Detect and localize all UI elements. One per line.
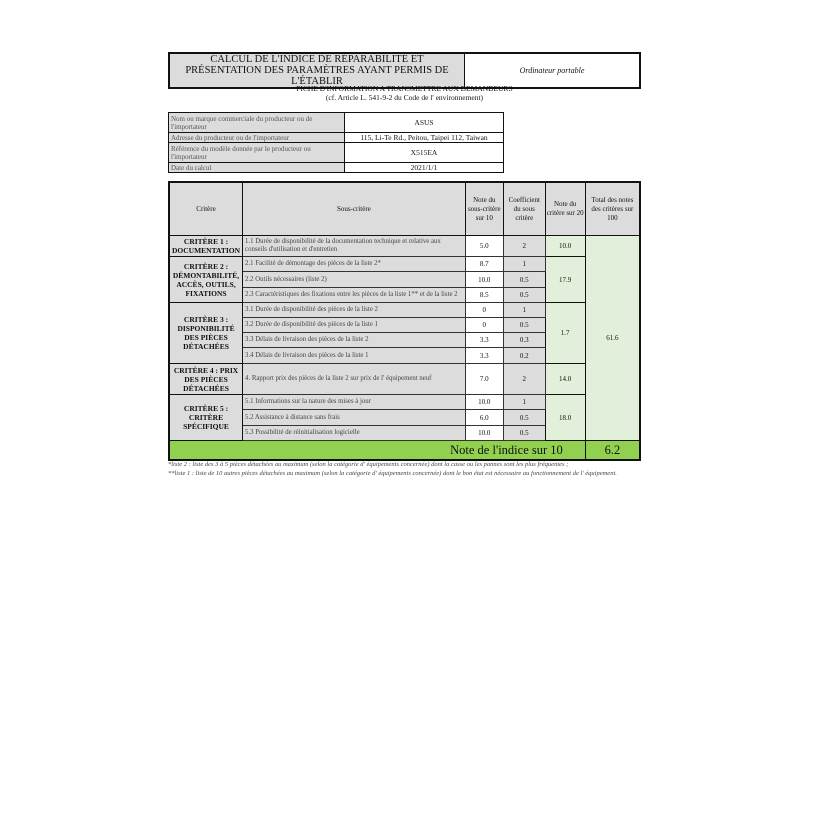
sub-coef: 1 <box>502 394 546 410</box>
sub-note: 7.0 <box>464 363 504 395</box>
criterion-score: 10.0 <box>544 235 586 257</box>
sub-note: 3.3 <box>464 347 504 364</box>
sub-criterion: 4. Rapport prix des pièces de la liste 2… <box>242 363 466 395</box>
sub-coef: 1 <box>502 256 546 272</box>
header-coefficient: Coefficient du sous critère <box>502 181 546 236</box>
header-note-sous-critere: Note du sous-critère sur 10 <box>464 181 504 236</box>
sub-criterion: 2.1 Facilité de démontage des pièces de … <box>242 256 466 272</box>
info-label: Référence du modèle donnée par le produc… <box>168 142 345 163</box>
criterion-score: 1.7 <box>544 302 586 364</box>
info-table: Nom ou marque commerciale du producteur … <box>168 112 504 173</box>
sub-coef: 2 <box>502 235 546 257</box>
criterion-label: CRITÈRE 3 : DISPONIBILITÉ DES PIÈCES DÉT… <box>168 302 244 364</box>
table-row: CRITÈRE 4 : PRIX DES PIÈCES DÉTACHÉES 4.… <box>168 363 640 395</box>
header-sous-critere: Sous-critère <box>242 181 466 236</box>
sub-coef: 1 <box>502 302 546 318</box>
sub-coef: 0.5 <box>502 425 546 441</box>
sub-note: 3.3 <box>464 332 504 348</box>
index-label: Note de l'indice sur 10 <box>168 440 586 461</box>
title-line2: PRÉSENTATION DES PARAMÈTRES AYANT PERMIS… <box>185 65 449 87</box>
sub-criterion: 5.1 Informations sur la nature des mises… <box>242 394 466 410</box>
info-value: X515EA <box>344 142 504 163</box>
page-title: CALCUL DE L'INDICE DE RÉPARABILITÉ ET PRÉ… <box>168 52 465 89</box>
sub-criterion: 1.1 Durée de disponibilité de la documen… <box>242 235 466 257</box>
info-label: Adresse du producteur ou de l'importateu… <box>168 132 345 143</box>
criterion-label: CRITÈRE 2 : DÉMONTABILITÉ, ACCÈS, OUTILS… <box>168 256 244 303</box>
table-row: 3.3 Délais de livraison des pièces de la… <box>169 332 640 348</box>
info-label: Date du calcul <box>168 162 345 173</box>
sub-coef: 0.5 <box>502 271 546 288</box>
fiche-line1: FICHE D'INFORMATION A TRANSMETTRE AUX DE… <box>296 84 513 93</box>
product-type: Ordinateur portable <box>464 52 641 89</box>
sub-criterion: 3.4 Délais de livraison des pièces de la… <box>242 347 466 364</box>
table-row: 2.3 Caractéristiques des fixations entre… <box>169 287 640 303</box>
criterion-score: 18.0 <box>544 394 586 441</box>
footnote: *liste 2 : liste des 3 à 5 pièces détach… <box>168 461 569 468</box>
table-row: 5.3 Possibilité de réinitialisation logi… <box>169 425 640 441</box>
header-total: Total des notes des critères sur 100 <box>584 181 641 236</box>
footnote: **liste 1 : liste de 10 autres pièces dé… <box>168 470 617 477</box>
table-row: CRITÈRE 5 : CRITÈRE SPÉCIFIQUE 5.1 Infor… <box>168 394 640 441</box>
criterion-label: CRITÈRE 4 : PRIX DES PIÈCES DÉTACHÉES <box>168 363 244 395</box>
footnotes: *liste 2 : liste des 3 à 5 pièces détach… <box>168 460 643 478</box>
fiche-line2: (cf. Article L. 541-9-2 du Code de l' en… <box>325 93 484 102</box>
sub-note: 0 <box>464 302 504 318</box>
criterion-score: 14.0 <box>544 363 586 395</box>
fiche-heading: FICHE D'INFORMATION A TRANSMETTRE AUX DE… <box>168 84 641 102</box>
sub-note: 10.0 <box>464 271 504 288</box>
info-label: Nom ou marque commerciale du producteur … <box>168 112 345 133</box>
sub-note: 10.0 <box>464 425 504 441</box>
sub-note: 5.0 <box>464 235 504 257</box>
sub-criterion: 5.2 Assistance à distance sans frais <box>242 409 466 426</box>
sub-criterion: 3.3 Délais de livraison des pièces de la… <box>242 332 466 348</box>
criterion-label: CRITÈRE 5 : CRITÈRE SPÉCIFIQUE <box>168 394 244 441</box>
sub-note: 6.0 <box>464 409 504 426</box>
table-row: CRITÈRE 2 : DÉMONTABILITÉ, ACCÈS, OUTILS… <box>168 256 640 303</box>
sub-coef: 0.2 <box>502 347 546 364</box>
sub-criterion: 5.3 Possibilité de réinitialisation logi… <box>242 425 466 441</box>
sub-criterion: 3.2 Durée de disponibilité des pièces de… <box>242 317 466 333</box>
sub-criterion: 3.1 Durée de disponibilité des pièces de… <box>242 302 466 318</box>
sub-coef: 0.5 <box>502 409 546 426</box>
sub-note: 8.7 <box>464 256 504 272</box>
criterion-label: CRITÈRE 1 : DOCUMENTATION <box>168 235 244 257</box>
table-row: CRITÈRE 3 : DISPONIBILITÉ DES PIÈCES DÉT… <box>168 302 640 364</box>
index-row: Note de l'indice sur 10 6.2 <box>168 440 641 461</box>
sub-coef: 2 <box>502 363 546 395</box>
sub-coef: 0.5 <box>502 317 546 333</box>
table-row: 2.2 Outils nécessaires (liste 2) 10.0 0.5 <box>169 271 640 288</box>
sub-note: 10.0 <box>464 394 504 410</box>
info-value: ASUS <box>344 112 504 133</box>
sub-note: 8.5 <box>464 287 504 303</box>
header-critere: Critère <box>168 181 244 236</box>
sub-criterion: 2.2 Outils nécessaires (liste 2) <box>242 271 466 288</box>
info-value: 2021/1/1 <box>344 162 504 173</box>
title-table: CALCUL DE L'INDICE DE RÉPARABILITÉ ET PRÉ… <box>168 52 641 89</box>
title-line1: CALCUL DE L'INDICE DE RÉPARABILITÉ ET <box>210 54 424 65</box>
table-row: CRITÈRE 1 : DOCUMENTATION 1.1 Durée de d… <box>168 235 641 441</box>
total-score: 61.6 <box>584 235 641 441</box>
sub-criterion: 2.3 Caractéristiques des fixations entre… <box>242 287 466 303</box>
score-table: Critère Sous-critère Note du sous-critèr… <box>168 181 641 461</box>
criterion-score: 17.9 <box>544 256 586 303</box>
sub-coef: 0.5 <box>502 287 546 303</box>
info-value: 115, Li-Te Rd., Peitou, Taipei 112, Taiw… <box>344 132 504 143</box>
sub-note: 0 <box>464 317 504 333</box>
index-value: 6.2 <box>584 440 641 461</box>
sub-coef: 0.3 <box>502 332 546 348</box>
header-note-critere: Note du critère sur 20 <box>544 181 586 236</box>
